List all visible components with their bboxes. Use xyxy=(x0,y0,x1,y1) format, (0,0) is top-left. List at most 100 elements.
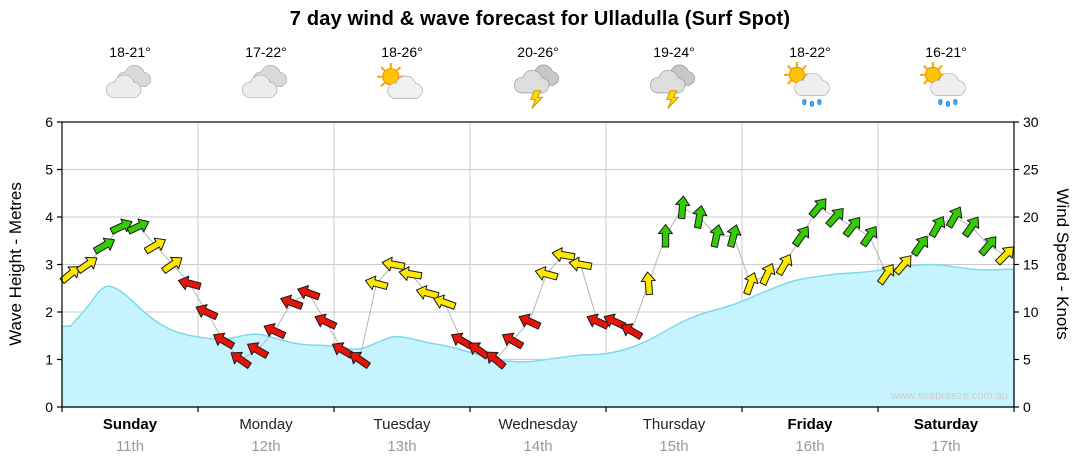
wind-arrow xyxy=(877,264,895,286)
wind-axis-tick-label: 25 xyxy=(1023,162,1039,178)
wind-arrow xyxy=(759,263,776,286)
day-temp-range: 18-22° xyxy=(789,44,831,60)
day-label-cell: Wednesday 14th xyxy=(470,416,606,455)
axis-tick-labels: 0 1 2 3 4 5 6 0 5 10 15 20 25 30 xyxy=(45,114,1039,415)
wind-arrow xyxy=(263,323,287,340)
sun-shower-icon xyxy=(783,61,830,107)
wind-arrow xyxy=(603,313,627,330)
wind-axis-tick-label: 15 xyxy=(1023,257,1039,273)
wind-arrow xyxy=(195,304,219,321)
wind-arrow xyxy=(994,246,1015,266)
wind-arrow xyxy=(743,272,759,296)
wind-arrow xyxy=(551,247,576,262)
day-date: 11th xyxy=(115,438,145,455)
wind-arrow xyxy=(825,207,844,228)
wind-arrow xyxy=(486,351,507,370)
wind-arrow xyxy=(928,216,946,239)
day-date: 16th xyxy=(795,438,825,455)
wind-arrow xyxy=(534,266,559,281)
day-temp-range: 16-21° xyxy=(925,44,967,60)
weather-icon-cell xyxy=(198,62,334,116)
day-temp-range: 18-26° xyxy=(381,44,423,60)
day-labels-row: Sunday 11th Monday 12th Tuesday 13th Wednesday… xyxy=(62,416,1014,455)
day-temp-range: 17-22° xyxy=(245,44,287,60)
wind-arrow xyxy=(658,224,673,248)
wind-arrow xyxy=(143,237,166,255)
wind-arrow xyxy=(126,218,150,235)
wind-arrow xyxy=(59,266,80,285)
weather-icons-row xyxy=(62,61,1014,116)
partly-sunny-icon xyxy=(376,62,423,99)
wind-arrow xyxy=(692,205,708,229)
day-temp-range: 19-24° xyxy=(653,44,695,60)
wind-arrow xyxy=(161,256,183,274)
day-date: 14th xyxy=(523,438,553,455)
wave-axis-tick-label: 4 xyxy=(45,209,53,225)
wind-arrow xyxy=(640,271,656,296)
wind-arrow xyxy=(381,256,406,272)
day-label-cell: Monday 12th xyxy=(198,416,334,455)
day-label-cell: Friday 16th xyxy=(742,416,878,455)
day-name: Friday xyxy=(787,416,833,433)
weather-icon-cell xyxy=(742,61,878,116)
wind-arrow xyxy=(177,275,202,291)
wave-axis-tick-label: 0 xyxy=(45,399,53,415)
wind-axis-tick-label: 0 xyxy=(1023,399,1031,415)
wind-arrow xyxy=(675,195,691,220)
wind-axis-tick-label: 30 xyxy=(1023,114,1039,130)
day-label-cell: Thursday 15th xyxy=(606,416,742,455)
day-date: 13th xyxy=(387,438,417,455)
wind-arrow xyxy=(775,254,793,277)
axis-ticks xyxy=(57,121,1019,412)
wind-arrow xyxy=(518,313,542,330)
wave-axis-tick-label: 5 xyxy=(45,162,53,178)
wind-arrow xyxy=(349,351,371,369)
wind-arrow xyxy=(792,226,810,248)
wind-arrow xyxy=(860,226,878,248)
weather-icon-cell xyxy=(62,62,198,116)
weather-icon-cell xyxy=(470,62,606,116)
wind-arrow xyxy=(962,216,980,238)
day-label-cell: Saturday 17th xyxy=(878,416,1014,455)
wind-arrow xyxy=(332,342,355,359)
wind-arrow xyxy=(364,275,389,291)
wind-arrow xyxy=(314,313,338,330)
day-label-cell: Tuesday 13th xyxy=(334,416,470,455)
wind-arrow xyxy=(230,351,252,369)
weather-icon-cell xyxy=(878,61,1014,116)
day-date: 17th xyxy=(931,438,961,455)
wind-arrow xyxy=(433,294,457,310)
wind-arrow xyxy=(76,256,98,274)
wave-axis-tick-label: 1 xyxy=(45,352,53,368)
wind-arrow xyxy=(297,285,321,301)
wind-arrow xyxy=(808,198,827,219)
wind-arrow xyxy=(213,332,236,350)
sun-shower-icon xyxy=(919,61,966,107)
wind-arrow xyxy=(568,256,593,272)
wind-arrow xyxy=(842,216,861,238)
wind-arrow xyxy=(451,332,474,350)
wind-arrow xyxy=(621,323,644,340)
wind-axis-tick-label: 5 xyxy=(1023,352,1031,368)
storm-icon xyxy=(514,64,559,109)
cloudy-icon xyxy=(242,64,287,98)
wind-arrow xyxy=(978,236,997,257)
wind-arrow xyxy=(247,342,270,359)
temps-row: 18-21° 17-22° 18-26° 20-26° 19-24° 18-22° 16-2… xyxy=(62,44,1014,60)
day-name: Saturday xyxy=(913,416,979,433)
wind-arrow xyxy=(726,224,742,248)
day-name: Sunday xyxy=(102,416,158,433)
day-name: Thursday xyxy=(642,416,706,433)
wind-arrow xyxy=(709,224,725,248)
wind-arrow xyxy=(92,237,115,255)
day-temp-range: 20-26° xyxy=(517,44,559,60)
wind-arrow xyxy=(945,206,963,229)
day-name: Monday xyxy=(239,416,293,433)
wind-arrow xyxy=(911,235,929,257)
wave-axis-tick-label: 3 xyxy=(45,257,53,273)
cloudy-icon xyxy=(106,64,151,98)
wind-arrow xyxy=(893,255,912,276)
day-date: 12th xyxy=(251,438,281,455)
day-name: Tuesday xyxy=(373,416,431,433)
